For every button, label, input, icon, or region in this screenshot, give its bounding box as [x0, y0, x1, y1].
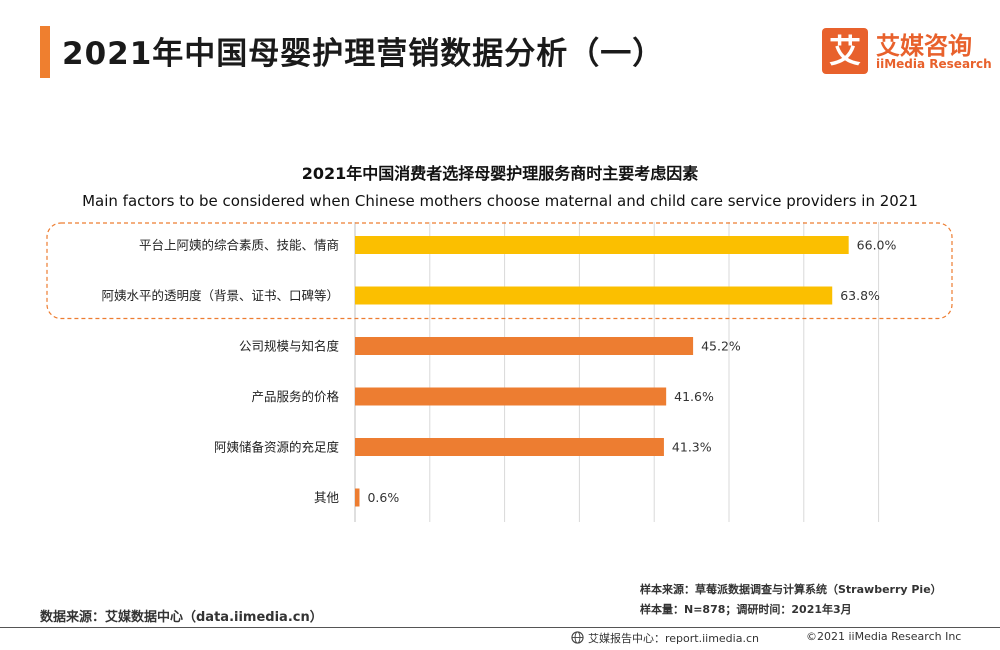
category-label: 阿姨水平的透明度（背景、证书、口碑等） [101, 288, 339, 303]
category-label: 公司规模与知名度 [239, 339, 340, 354]
category-label: 其他 [314, 490, 340, 505]
logo-text-en: iiMedia Research [876, 57, 992, 71]
category-label: 阿姨储备资源的充足度 [214, 440, 340, 455]
logo-icon [822, 28, 868, 74]
data-label: 66.0% [857, 238, 897, 253]
data-source: 数据来源：艾媒数据中心（data.iimedia.cn） [40, 610, 323, 625]
iimedia-logo: 艾 艾媒咨询 iiMedia Research [822, 26, 992, 76]
footer-divider [0, 627, 1000, 628]
globe-icon [571, 631, 584, 644]
highlight-box [46, 222, 953, 320]
bar [355, 438, 664, 456]
data-label: 41.6% [674, 389, 714, 404]
bar [355, 488, 360, 507]
bar-chart: 平台上阿姨的综合素质、技能、情商 66.0% 阿姨水平的透明度（背景、证书、口碑等）… [46, 222, 953, 522]
bar [355, 286, 833, 305]
sample-size-note: 样本量：N=878；调研时间：2021年3月 [640, 603, 852, 616]
chart-subtitle: Main factors to be considered when Chine… [82, 192, 918, 210]
data-label: 63.8% [840, 288, 880, 303]
report-center-link[interactable]: 艾媒报告中心：report.iimedia.cn [588, 632, 759, 645]
copyright: ©2021 iiMedia Research Inc [806, 630, 962, 643]
data-label: 41.3% [672, 440, 712, 455]
logo-glyph: 艾 [828, 32, 861, 70]
category-label: 平台上阿姨的综合素质、技能、情商 [139, 238, 339, 253]
bar [355, 236, 849, 254]
category-label: 产品服务的价格 [251, 389, 339, 404]
data-label: 45.2% [701, 339, 741, 354]
data-label: 0.6% [367, 490, 399, 505]
chart-title: 2021年中国消费者选择母婴护理服务商时主要考虑因素 [301, 164, 699, 183]
logo-text-cn: 艾媒咨询 [876, 32, 972, 60]
title-accent-bar [40, 26, 50, 78]
page-title: 2021年中国母婴护理营销数据分析（一） [62, 36, 665, 72]
bar [355, 337, 694, 355]
bar [355, 387, 667, 406]
sample-source-note: 样本来源：草莓派数据调查与计算系统（Strawberry Pie） [640, 583, 942, 596]
